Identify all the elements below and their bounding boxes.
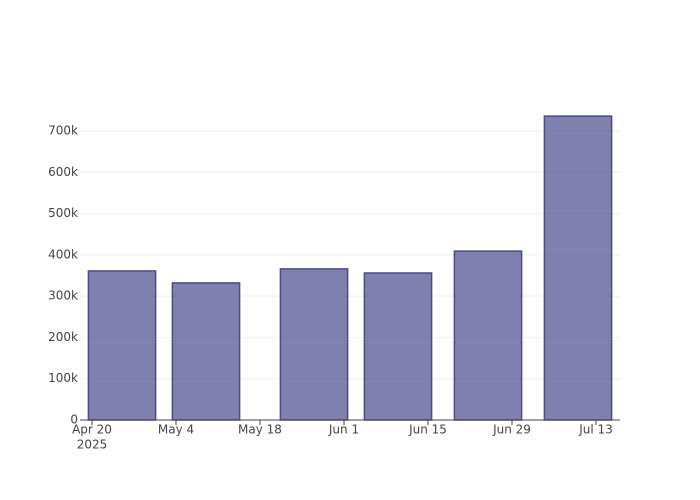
- x-tick-label: May 4: [158, 423, 194, 437]
- x-tick-label: Jun 15: [408, 423, 447, 437]
- y-tick-label: 300k: [48, 289, 78, 303]
- x-tick-label: Jun 1: [328, 423, 359, 437]
- x-tick-label: May 18: [238, 423, 282, 437]
- y-tick-label: 100k: [48, 371, 78, 385]
- bar: [363, 272, 433, 421]
- y-tick-label: 200k: [48, 330, 78, 344]
- bar: [279, 268, 349, 421]
- x-tick-label: Jun 29: [492, 423, 531, 437]
- y-tick-label: 400k: [48, 247, 78, 261]
- y-tick-label: 600k: [48, 165, 78, 179]
- bar: [453, 250, 523, 421]
- y-tick-label: 0: [70, 413, 78, 427]
- y-tick-label: 700k: [48, 123, 78, 137]
- bar: [171, 282, 241, 421]
- x-tick-label: Apr 20: [72, 423, 112, 437]
- bar: [543, 115, 613, 421]
- x-year-label: 2025: [77, 438, 108, 452]
- y-tick-label: 500k: [48, 206, 78, 220]
- x-tick-label: Jul 13: [578, 423, 613, 437]
- bar: [87, 270, 157, 421]
